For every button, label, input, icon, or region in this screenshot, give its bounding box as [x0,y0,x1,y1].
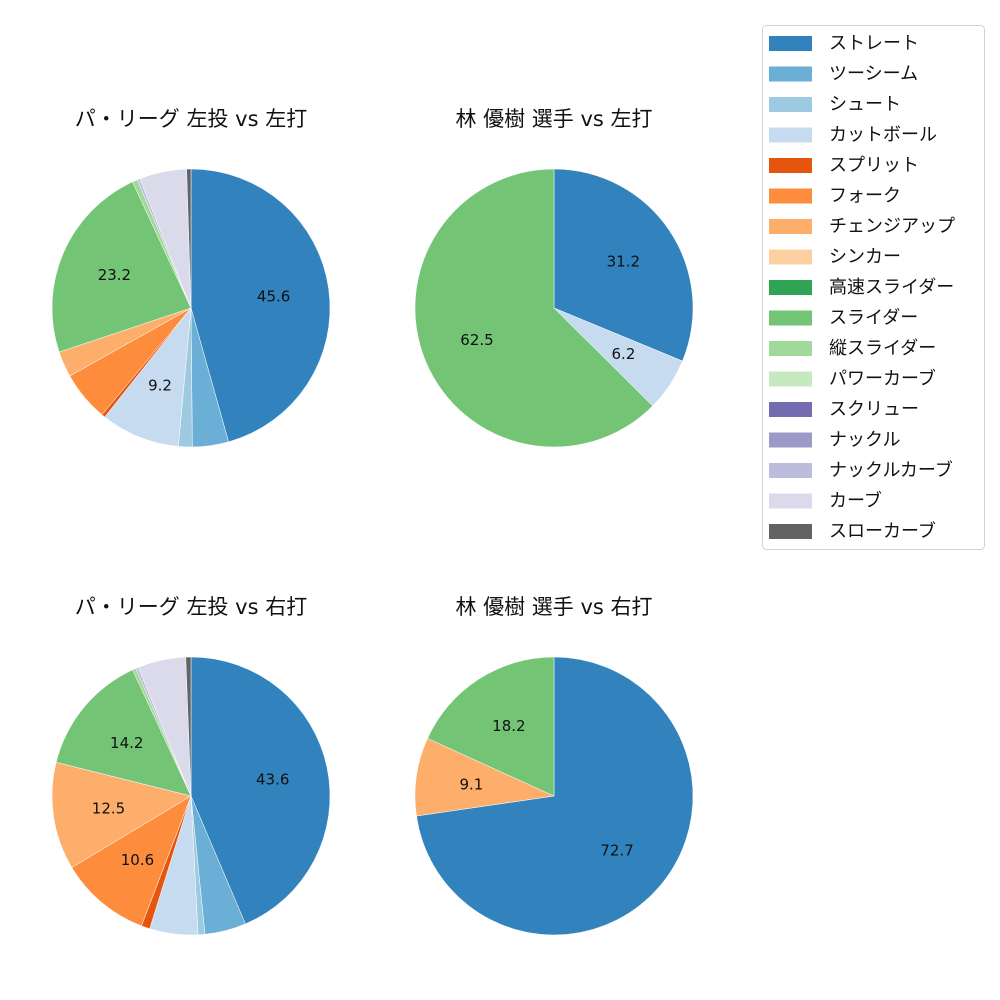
legend-label: シンカー [829,247,901,268]
legend-swatch [769,341,812,356]
slice-label: 62.5 [460,331,493,349]
legend-label: ツーシーム [829,64,918,85]
pie-slice [414,738,555,817]
pie-slice [71,795,192,927]
pie-labels: 43.6 10.6 12.5 14.2 [92,734,290,869]
legend-items: ストレートツーシームシュートカットボールスプリットフォークチェンジアップシンカー… [769,33,955,542]
legend-swatch [769,66,812,82]
chart-title: 林 優樹 選手 vs 右打 [455,595,652,619]
legend-item: パワーカーブ [769,368,936,390]
legend-item: 縦スライダー [769,338,936,359]
legend-label: フォーク [829,186,901,207]
legend-label: ナックル [829,430,900,451]
legend-label: スローカーブ [829,520,936,542]
legend-label: 縦スライダー [829,338,936,359]
pie-chart-3: パ・リーグ 左投 vs 右打 43.6 10.6 12.5 14.2 [51,595,331,936]
legend-swatch [769,402,812,417]
legend-swatch [769,280,812,295]
legend: ストレートツーシームシュートカットボールスプリットフォークチェンジアップシンカー… [762,25,985,550]
legend-label: スライダー [829,308,918,329]
pie-labels: 72.7 9.1 18.2 [460,717,634,860]
legend-item: ツーシーム [769,64,918,85]
pie-slices [51,168,331,448]
pie-slice [416,656,694,936]
legend-swatch [769,219,812,234]
chart-title: パ・リーグ 左投 vs 右打 [75,595,307,619]
legend-item: ストレート [769,33,919,54]
pie-slice [186,168,192,309]
pie-slice [185,656,192,797]
legend-item: チェンジアップ [769,216,955,237]
legend-label: スクリュー [829,399,919,420]
legend-swatch [769,249,812,265]
pie-chart-4: 林 優樹 選手 vs 右打 72.7 9.1 18.2 [414,595,694,936]
legend-label: ストレート [829,33,919,54]
chart-title: パ・リーグ 左投 vs 左打 [75,107,307,131]
pie-slices [414,656,694,936]
legend-swatch [769,97,812,112]
legend-swatch [769,310,812,326]
legend-swatch [769,432,812,448]
slice-label: 72.7 [600,842,633,860]
legend-item: スクリュー [769,399,919,420]
pie-labels: 31.2 6.2 62.5 [460,253,640,364]
slice-label: 43.6 [256,770,289,788]
legend-item: フォーク [769,186,901,207]
pie-slice [51,761,192,868]
slice-label: 6.2 [612,345,636,363]
legend-label: チェンジアップ [829,216,955,237]
legend-label: カットボール [829,125,937,146]
slice-label: 45.6 [257,288,290,306]
pie-chart-2: 林 優樹 選手 vs 左打 31.2 6.2 62.5 [414,107,694,448]
legend-item: ナックルカーブ [769,459,953,481]
legend-swatch [769,36,812,51]
legend-label: 高速スライダー [829,277,954,298]
pie-slices [414,168,694,448]
legend-label: スプリット [829,155,919,176]
slice-label: 12.5 [92,799,125,817]
slice-label: 9.1 [460,775,484,793]
legend-swatch [769,188,812,204]
legend-item: カットボール [769,125,937,146]
legend-frame [762,25,985,550]
legend-label: シュート [829,94,901,115]
slice-label: 10.6 [121,851,154,869]
pie-slice [51,181,192,353]
legend-item: ナックル [769,430,900,451]
legend-label: ナックルカーブ [829,459,953,481]
legend-item: スライダー [769,308,918,329]
pie-slice [414,168,654,448]
slice-label: 23.2 [98,266,131,284]
pie-labels: 45.6 9.2 23.2 [98,266,291,394]
legend-swatch [769,127,812,143]
pie-slice [190,168,331,443]
pie-slice [553,168,694,362]
legend-item: 高速スライダー [769,277,954,298]
pie-slice [104,307,192,447]
chart-title: 林 優樹 選手 vs 左打 [455,107,652,131]
legend-item: スプリット [769,155,919,176]
slice-label: 18.2 [492,717,525,735]
slice-label: 9.2 [148,376,172,394]
legend-swatch [769,524,812,539]
slice-label: 14.2 [110,734,143,752]
pie-slices [51,656,331,936]
pie-slice [427,656,555,797]
legend-swatch [769,493,812,509]
pie-slice [190,656,331,925]
legend-item: カーブ [769,490,882,512]
legend-swatch [769,463,812,478]
legend-item: シンカー [769,247,901,268]
slice-label: 31.2 [607,253,640,271]
legend-label: カーブ [829,490,882,512]
pie-chart-1: パ・リーグ 左投 vs 左打 45.6 9.2 23.2 [51,107,331,448]
legend-swatch [769,371,812,387]
legend-item: シュート [769,94,901,115]
pie-slice [55,669,192,797]
legend-swatch [769,158,812,173]
legend-item: スローカーブ [769,520,936,542]
legend-label: パワーカーブ [829,368,936,390]
